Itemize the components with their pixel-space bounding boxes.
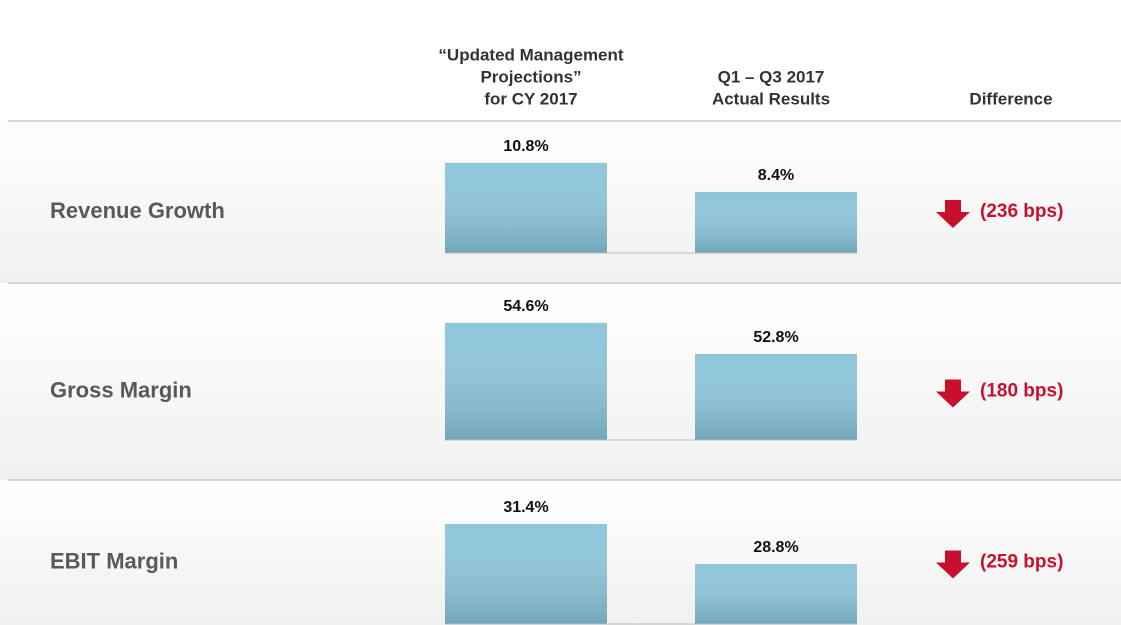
bar-shade <box>695 353 857 440</box>
down-arrow <box>936 550 970 579</box>
value-label: 8.4% <box>758 167 794 184</box>
value-label: 10.8% <box>503 138 548 155</box>
bar-shade <box>445 322 607 440</box>
down-arrow <box>936 200 970 228</box>
column-header: Projections” <box>480 67 581 86</box>
bar-shade <box>445 524 607 624</box>
difference: (180 bps) <box>980 381 1063 402</box>
bar-shade <box>695 191 857 253</box>
row-label: Gross Margin <box>50 377 192 402</box>
column-header: Q1 – Q3 2017 <box>718 67 825 86</box>
bar-shade <box>695 564 857 624</box>
value-label: 28.8% <box>753 539 798 556</box>
down-arrow <box>936 379 970 408</box>
column-header: “Updated Management <box>438 45 623 64</box>
bar-shade <box>445 162 607 253</box>
value-label: 52.8% <box>753 329 798 346</box>
column-header: for CY 2017 <box>484 89 577 108</box>
value-label: 31.4% <box>503 499 548 516</box>
column-header: Actual Results <box>712 89 830 108</box>
difference: (259 bps) <box>980 552 1063 573</box>
column-header: Difference <box>969 89 1052 108</box>
row-label: EBIT Margin <box>50 548 178 573</box>
value-label: 54.6% <box>503 298 548 315</box>
row-label: Revenue Growth <box>50 198 225 223</box>
difference: (236 bps) <box>980 201 1063 222</box>
